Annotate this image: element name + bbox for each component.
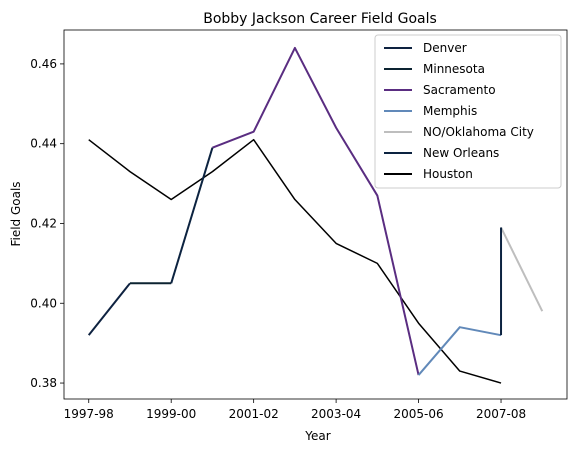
- series-line-memphis: [419, 327, 501, 375]
- legend: Denver Minnesota Sacramento Memphis NO/Oklah…: [375, 35, 561, 188]
- x-tick-label: 1999-00: [146, 407, 196, 421]
- x-tick-label: 2001-02: [229, 407, 279, 421]
- legend-label: Minnesota: [423, 62, 485, 76]
- legend-label: Memphis: [423, 104, 477, 118]
- x-tick-label: 2005-06: [394, 407, 444, 421]
- legend-label: New Orleans: [423, 146, 499, 160]
- y-tick-label: 0.40: [30, 296, 57, 310]
- legend-label: Houston: [423, 167, 473, 181]
- x-tick-label: 1997-98: [64, 407, 114, 421]
- series-line-minnesota-link: [171, 148, 212, 284]
- series-line-denver: [89, 283, 130, 335]
- y-tick-label: 0.42: [30, 216, 57, 230]
- x-axis-label: Year: [304, 429, 330, 443]
- x-axis: 1997-98 1999-00 2001-02 2003-04 2005-06 2007-…: [64, 399, 526, 421]
- y-axis-label: Field Goals: [9, 181, 23, 246]
- x-tick-label: 2007-08: [476, 407, 526, 421]
- chart-title: Bobby Jackson Career Field Goals: [203, 11, 437, 27]
- series-line-no-oklahoma-city: [501, 227, 542, 311]
- legend-label: NO/Oklahoma City: [423, 125, 534, 139]
- legend-label: Sacramento: [423, 83, 496, 97]
- y-axis: 0.38 0.40 0.42 0.44 0.46: [30, 57, 64, 390]
- y-tick-label: 0.44: [30, 137, 57, 151]
- y-tick-label: 0.46: [30, 57, 57, 71]
- legend-label: Denver: [423, 41, 467, 55]
- y-tick-label: 0.38: [30, 376, 57, 390]
- x-tick-label: 2003-04: [311, 407, 361, 421]
